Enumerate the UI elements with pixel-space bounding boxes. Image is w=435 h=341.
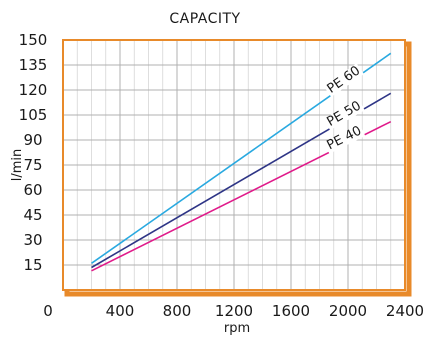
x-axis-label: rpm <box>224 321 250 336</box>
x-tick-label: 800 <box>163 302 192 320</box>
x-tick-label: 2400 <box>386 302 424 320</box>
chart-title: CAPACITY <box>169 11 240 27</box>
y-tick-label: 150 <box>19 31 48 49</box>
series-label-halo <box>323 98 365 131</box>
x-tick-label: 1600 <box>272 302 310 320</box>
y-tick-label: 30 <box>23 231 42 249</box>
x-tick-label: 1200 <box>215 302 253 320</box>
y-tick-label: 60 <box>23 181 42 199</box>
x-tick-label: 2000 <box>329 302 367 320</box>
y-tick-label: 105 <box>19 106 48 124</box>
plot-border <box>62 39 406 291</box>
y-axis-label: l/min <box>10 149 25 182</box>
y-tick-label: 90 <box>23 131 42 149</box>
y-tick-label: 135 <box>19 56 48 74</box>
series-label-halo <box>323 63 364 97</box>
x-origin-label: 0 <box>43 302 53 320</box>
y-tick-label: 120 <box>19 81 48 99</box>
y-tick-label: 75 <box>23 156 42 174</box>
y-tick-label: 15 <box>23 256 42 274</box>
series-label-halo <box>323 124 366 154</box>
y-tick-label: 45 <box>23 206 42 224</box>
x-tick-label: 400 <box>106 302 135 320</box>
